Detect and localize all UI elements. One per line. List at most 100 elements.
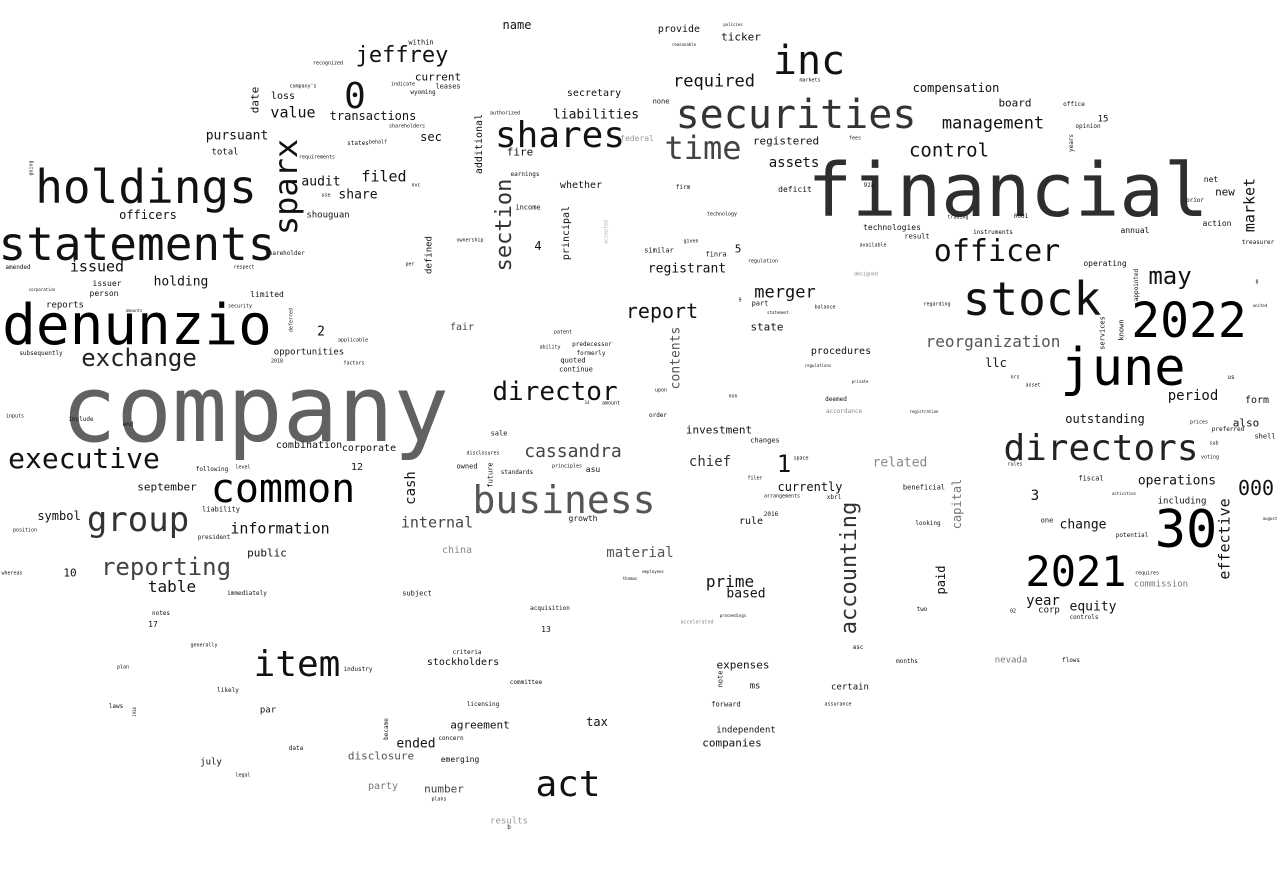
word-audit: audit: [301, 174, 341, 190]
word-13: 13: [541, 625, 551, 634]
word-assurance: assurance: [824, 701, 852, 708]
word-board: board: [998, 96, 1032, 110]
word-recognized: recognized: [312, 60, 344, 67]
word-fiscal: fiscal: [1078, 474, 1104, 483]
word-september: september: [137, 480, 197, 494]
word-ended: ended: [396, 736, 436, 752]
word-par: par: [259, 705, 277, 716]
word-officers: officers: [119, 208, 177, 222]
word-current: current: [414, 70, 462, 84]
word-acquisition: acquisition: [530, 605, 570, 612]
word-0001: 0001: [1013, 213, 1029, 220]
word-employees: employees: [642, 569, 664, 574]
word-ability: ability: [539, 344, 561, 351]
word-registrant: registrant: [647, 261, 727, 277]
word-results: results: [490, 816, 528, 827]
word-action: action: [1202, 219, 1232, 228]
word-limited: limited: [250, 290, 284, 299]
word-nrs: nrs: [1010, 374, 1020, 381]
word-chief: chief: [688, 454, 732, 470]
word-treasurer: treasurer: [1241, 239, 1275, 246]
word-reasonable: reasonable: [671, 42, 697, 47]
word-markets: markets: [799, 77, 821, 84]
word-indicate: indicate: [390, 81, 416, 88]
word-5: 5: [734, 242, 742, 256]
word-disclosure: disclosure: [347, 749, 415, 763]
word-8: 8: [1255, 279, 1259, 286]
word-inc: inc: [772, 38, 846, 84]
word-asset: asset: [1025, 382, 1041, 389]
word-united: united: [1252, 303, 1268, 308]
word-14: 14: [584, 400, 590, 405]
word-committee: committee: [509, 679, 543, 686]
word-accepted: accepted: [603, 219, 610, 245]
word-2: 2: [317, 324, 325, 340]
word-certain: certain: [831, 682, 869, 693]
word-subsequently: subsequently: [19, 350, 63, 357]
word-became: became: [383, 718, 390, 740]
word-b: b: [507, 824, 511, 831]
word-tax: tax: [586, 715, 608, 729]
word-provide: provide: [657, 24, 701, 35]
word-act: act: [535, 764, 601, 805]
word-internal: internal: [400, 513, 474, 532]
word-corporate: corporate: [341, 443, 397, 454]
word-reorganization: reorganization: [925, 332, 1061, 351]
word-beneficial: beneficial: [902, 483, 946, 492]
word-ownership: ownership: [456, 237, 484, 244]
word-accordance: accordance: [825, 408, 863, 415]
word-92a: 92a: [863, 182, 875, 189]
word-activities: activities: [1111, 491, 1137, 496]
word-value: value: [270, 103, 316, 122]
word-procedures: procedures: [810, 346, 872, 357]
word-date: date: [248, 86, 262, 114]
word-pursuant: pursuant: [205, 128, 269, 144]
word-companies: companies: [702, 736, 762, 750]
word-registration: registration: [909, 409, 939, 414]
word-prior: prior: [1185, 197, 1205, 204]
word-sale: sale: [490, 429, 508, 438]
word-instruments: instruments: [973, 229, 1013, 236]
word-issuer: issuer: [92, 279, 122, 288]
word-2018: 2018: [270, 358, 284, 365]
word-applicable: applicable: [337, 337, 369, 344]
word-given: given: [683, 238, 699, 245]
word-authorized: authorized: [489, 110, 521, 117]
word-available: available: [859, 242, 887, 249]
word-nevada: nevada: [994, 655, 1028, 666]
word-related: related: [872, 455, 928, 471]
word-firm: firm: [675, 184, 691, 191]
word-data: data: [288, 745, 304, 752]
word-financial: financial: [807, 148, 1209, 234]
word-filer: filer: [747, 475, 763, 482]
word-annual: annual: [1120, 226, 1150, 235]
word-whereas: whereas: [1, 570, 23, 577]
word-sec: sec: [420, 130, 442, 144]
word-3: 3: [1030, 488, 1040, 504]
word-including: including: [1157, 496, 1207, 507]
word-legal: legal: [235, 772, 251, 779]
word-opinion: opinion: [1075, 123, 1101, 130]
word-note: note: [716, 670, 725, 688]
word-one: one: [1040, 516, 1054, 525]
word-4: 4: [534, 239, 542, 253]
word-within: within: [408, 38, 434, 47]
word-us: us: [1227, 374, 1235, 381]
word-per: per: [405, 261, 415, 268]
word-denunzio: denunzio: [2, 293, 272, 358]
word-fire: fire: [506, 145, 534, 159]
word-years: years: [1068, 133, 1075, 153]
word-two: two: [916, 606, 928, 613]
word-contents: contents: [668, 326, 684, 390]
word-forward: forward: [711, 700, 741, 709]
word-controls: controls: [1069, 614, 1099, 621]
word-holdings: holdings: [35, 160, 257, 214]
word-effective: effective: [1215, 498, 1234, 580]
word-thomas: thomas: [622, 576, 638, 581]
word-part: part: [751, 299, 769, 308]
word-prices: prices: [1189, 419, 1209, 426]
word-public: public: [247, 546, 287, 560]
word-statements: statements: [0, 217, 276, 271]
word-exchange: exchange: [81, 344, 197, 372]
word-leases: leases: [435, 82, 461, 91]
